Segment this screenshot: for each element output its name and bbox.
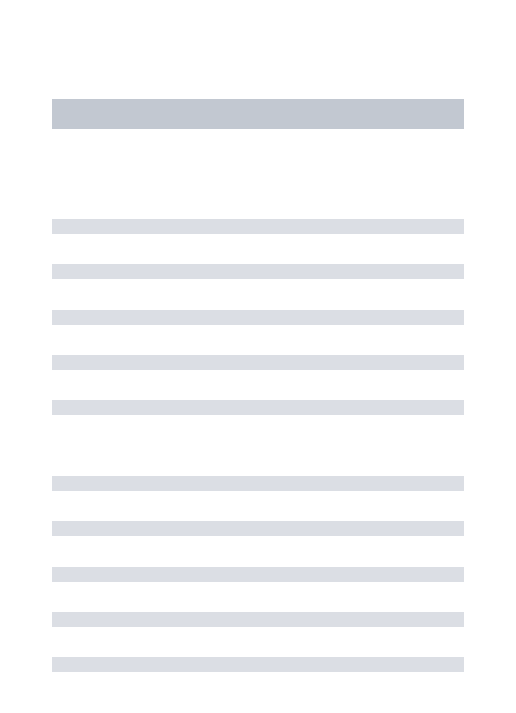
- skeleton-line: [52, 264, 464, 279]
- skeleton-line: [52, 355, 464, 370]
- skeleton-line: [52, 219, 464, 234]
- skeleton-line: [52, 567, 464, 582]
- skeleton-line: [52, 400, 464, 415]
- skeleton-line: [52, 521, 464, 536]
- skeleton-line: [52, 476, 464, 491]
- skeleton-line: [52, 657, 464, 672]
- skeleton-header-bar: [52, 99, 464, 129]
- skeleton-line: [52, 612, 464, 627]
- skeleton-line: [52, 310, 464, 325]
